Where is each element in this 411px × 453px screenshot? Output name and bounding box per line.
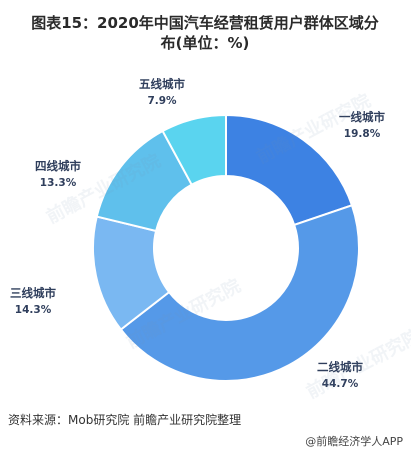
slice-label-value: 7.9%	[147, 95, 177, 107]
slice-label-value: 44.7%	[322, 378, 359, 390]
slice-1	[225, 113, 354, 227]
slice-label-value: 14.3%	[15, 304, 52, 316]
chart-title-line1: 图表15：2020年中国汽车经营租赁用户群体区域分	[31, 14, 379, 32]
slice-labels: 一线城市 19.8% 二线城市 44.7% 三线城市 14.3% 四线城市 13.3% 五线城市…	[10, 77, 385, 390]
slice-label-name: 一线城市	[339, 110, 385, 124]
slice-5	[161, 113, 227, 187]
slice-label-value: 19.8%	[344, 128, 381, 140]
slice-2	[119, 204, 360, 382]
slice-label-value: 13.3%	[40, 177, 77, 189]
source-note: 资料来源：Mob研究院 前瞻产业研究院整理	[8, 413, 242, 427]
slice-label-name: 四线城市	[35, 159, 81, 173]
slice-label-name: 二线城市	[317, 360, 363, 374]
donut-slices	[92, 113, 360, 382]
slice-label-name: 三线城市	[10, 286, 56, 300]
slice-label-name: 五线城市	[139, 77, 185, 91]
credit-note: @前瞻经济学人APP	[305, 435, 403, 448]
chart-title-line2: 布(单位：%)	[161, 34, 250, 52]
